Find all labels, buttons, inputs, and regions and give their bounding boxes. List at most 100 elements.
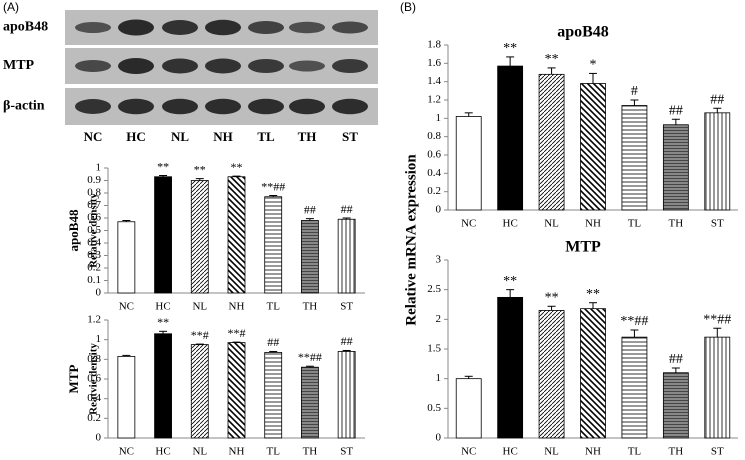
bar bbox=[621, 105, 648, 211]
x-tick-label: TL bbox=[266, 446, 280, 458]
y-axis-label: Reatvie density bbox=[88, 343, 100, 415]
annotation: **# bbox=[191, 328, 209, 342]
bar bbox=[154, 333, 172, 439]
blot-row-label: β-actin bbox=[3, 99, 45, 114]
bar bbox=[301, 366, 319, 439]
annotation: **## bbox=[620, 314, 648, 329]
annotation: **## bbox=[261, 179, 285, 193]
annotation: **## bbox=[703, 312, 731, 327]
y-tick-label: 0.7 bbox=[87, 199, 101, 211]
y-tick-label: 0 bbox=[436, 432, 442, 444]
y-tick-label: 1.5 bbox=[427, 343, 441, 355]
bar bbox=[704, 112, 731, 211]
y-tick-label: 0.4 bbox=[87, 392, 101, 404]
bar bbox=[455, 116, 482, 211]
blot-band bbox=[289, 60, 325, 72]
x-tick-label: NC bbox=[119, 301, 134, 313]
x-tick-label: HC bbox=[155, 446, 170, 458]
chart-title: MTP bbox=[66, 365, 81, 394]
blot-band bbox=[75, 60, 111, 72]
blot-band bbox=[289, 98, 325, 115]
blot-band bbox=[205, 19, 241, 36]
blot-band bbox=[118, 19, 154, 36]
blot-band bbox=[118, 98, 154, 115]
bar bbox=[455, 378, 482, 439]
chart-title: MTP bbox=[565, 239, 601, 256]
y-tick-label: 0.6 bbox=[87, 373, 101, 385]
y-tick-label: 0.8 bbox=[87, 353, 101, 365]
y-tick-label: 0 bbox=[96, 287, 102, 299]
y-tick-label: 0 bbox=[436, 204, 442, 216]
x-tick-label: NL bbox=[544, 218, 559, 230]
lane-label: HC bbox=[126, 129, 146, 144]
panel-label: (A) bbox=[3, 0, 19, 14]
blot-band bbox=[162, 20, 198, 35]
y-tick-label: 1 bbox=[96, 162, 102, 174]
x-tick-label: ST bbox=[711, 218, 724, 230]
x-tick-label: NH bbox=[585, 218, 601, 230]
blot-band bbox=[289, 21, 325, 34]
bar bbox=[117, 221, 136, 294]
y-tick-label: 1.8 bbox=[427, 39, 441, 51]
x-tick-label: HC bbox=[503, 446, 518, 458]
annotation: ## bbox=[267, 335, 279, 349]
blot-band bbox=[248, 98, 284, 115]
blot-band bbox=[75, 22, 111, 33]
y-tick-label: 2 bbox=[436, 313, 442, 325]
y-tick-label: 0.2 bbox=[427, 185, 441, 197]
annotation: ## bbox=[669, 103, 683, 118]
y-tick-label: 0.9 bbox=[87, 174, 101, 186]
y-tick-label: 0.8 bbox=[87, 187, 101, 199]
lane-label: NC bbox=[84, 129, 103, 144]
lane-label: TL bbox=[257, 129, 275, 144]
x-tick-label: NL bbox=[544, 446, 559, 458]
annotation: ## bbox=[304, 202, 316, 216]
x-tick-label: TH bbox=[669, 446, 684, 458]
x-tick-label: NH bbox=[229, 446, 245, 458]
annotation: ** bbox=[157, 159, 169, 173]
x-tick-label: NC bbox=[461, 446, 476, 458]
x-tick-label: TH bbox=[303, 301, 318, 313]
y-tick-label: 0.5 bbox=[87, 224, 101, 236]
x-tick-label: TL bbox=[628, 446, 642, 458]
y-tick-label: 1 bbox=[436, 112, 442, 124]
annotation: ** bbox=[545, 290, 559, 305]
y-tick-label: 0.3 bbox=[87, 249, 101, 261]
bar bbox=[117, 355, 136, 439]
blot-band bbox=[75, 99, 111, 114]
annotation: ** bbox=[157, 315, 169, 329]
y-tick-label: 0.2 bbox=[87, 262, 101, 274]
y-tick-label: 0.6 bbox=[427, 149, 441, 161]
annotation: # bbox=[631, 84, 638, 99]
chart-title: apoB48 bbox=[66, 209, 81, 251]
blot-band bbox=[162, 58, 198, 74]
chart-title: apoB48 bbox=[557, 24, 609, 41]
y-tick-label: 0.5 bbox=[427, 402, 441, 414]
x-tick-label: HC bbox=[155, 301, 170, 313]
blot-band bbox=[332, 59, 368, 73]
y-tick-label: 1 bbox=[436, 372, 442, 384]
annotation: ## bbox=[341, 334, 353, 348]
bar bbox=[538, 73, 565, 211]
bar bbox=[154, 176, 172, 294]
bar bbox=[190, 344, 209, 439]
annotation: * bbox=[590, 58, 597, 73]
y-tick-label: 1.2 bbox=[427, 94, 441, 106]
x-tick-label: TH bbox=[303, 446, 318, 458]
y-tick-label: 0.8 bbox=[427, 130, 441, 142]
annotation: ** bbox=[586, 287, 600, 302]
blot-band bbox=[162, 98, 198, 115]
blot-row-label: MTP bbox=[3, 58, 35, 73]
x-tick-label: NH bbox=[585, 446, 601, 458]
bar bbox=[227, 342, 246, 439]
x-tick-label: NH bbox=[229, 301, 245, 313]
annotation: ## bbox=[341, 202, 353, 216]
y-tick-label: 0.2 bbox=[87, 412, 101, 424]
x-tick-label: ST bbox=[340, 301, 353, 313]
x-tick-label: NL bbox=[192, 446, 207, 458]
annotation: **# bbox=[228, 326, 246, 340]
x-tick-label: TH bbox=[669, 218, 684, 230]
annotation: ** bbox=[231, 160, 243, 174]
blot-band bbox=[332, 21, 368, 34]
